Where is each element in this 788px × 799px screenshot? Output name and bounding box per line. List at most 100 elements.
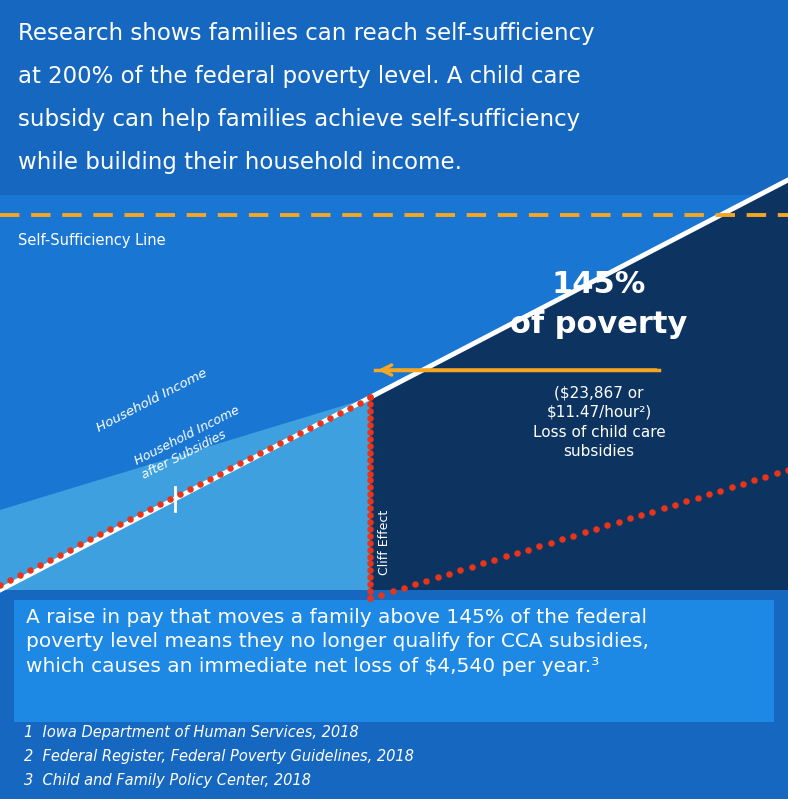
Point	[657, 502, 670, 515]
Point	[74, 538, 87, 551]
Point	[364, 488, 377, 501]
Point	[364, 557, 377, 570]
Point	[254, 447, 266, 459]
Point	[725, 481, 738, 494]
Point	[466, 560, 478, 573]
Point	[364, 391, 377, 403]
Point	[567, 530, 580, 543]
Text: Household Income: Household Income	[94, 367, 209, 435]
Point	[364, 523, 377, 535]
Point	[680, 495, 693, 507]
Point	[364, 419, 377, 431]
Point	[443, 567, 455, 580]
Point	[511, 547, 523, 559]
Point	[364, 411, 377, 424]
Point	[364, 591, 377, 604]
Point	[364, 474, 377, 487]
Point	[203, 472, 216, 485]
Point	[589, 523, 602, 535]
Text: subsidy can help families achieve self-sufficiency: subsidy can help families achieve self-s…	[18, 108, 580, 131]
Point	[333, 407, 346, 419]
Point	[364, 530, 377, 543]
Point	[623, 512, 636, 525]
Point	[173, 487, 186, 500]
Point	[375, 588, 388, 601]
Polygon shape	[0, 397, 370, 590]
Point	[24, 563, 36, 576]
Point	[364, 536, 377, 549]
Point	[54, 548, 66, 561]
Text: Research shows families can reach self-sufficiency: Research shows families can reach self-s…	[18, 22, 595, 45]
Point	[364, 543, 377, 556]
Point	[113, 518, 126, 531]
Point	[386, 585, 399, 598]
Point	[420, 574, 433, 587]
Point	[34, 559, 46, 571]
Text: 1  Iowa Department of Human Services, 2018: 1 Iowa Department of Human Services, 201…	[24, 725, 359, 740]
Point	[294, 427, 307, 439]
Text: while building their household income.: while building their household income.	[18, 151, 462, 174]
Point	[364, 426, 377, 439]
Text: ($23,867 or
$11.47/hour²)
Loss of child care
subsidies: ($23,867 or $11.47/hour²) Loss of child …	[533, 385, 665, 459]
Point	[364, 460, 377, 473]
Point	[164, 492, 177, 505]
Point	[4, 574, 17, 586]
Point	[364, 398, 377, 411]
Point	[646, 505, 659, 518]
Point	[364, 570, 377, 583]
Point	[545, 536, 557, 549]
Text: A raise in pay that moves a family above 145% of the federal
poverty level means: A raise in pay that moves a family above…	[26, 608, 649, 675]
Point	[364, 578, 377, 590]
Text: Self-Sufficiency Line: Self-Sufficiency Line	[18, 233, 165, 248]
Point	[43, 553, 56, 566]
Point	[500, 550, 512, 562]
Point	[214, 467, 226, 480]
Point	[13, 568, 26, 581]
Point	[364, 515, 377, 528]
Point	[344, 401, 356, 414]
Point	[154, 498, 166, 511]
Point	[324, 411, 336, 424]
Point	[94, 528, 106, 541]
Point	[612, 515, 625, 528]
Point	[314, 416, 326, 429]
Point	[364, 391, 377, 403]
Text: at 200% of the federal poverty level. A child care: at 200% of the federal poverty level. A …	[18, 65, 581, 88]
Point	[364, 453, 377, 466]
Point	[224, 462, 236, 475]
Point	[104, 523, 117, 535]
Point	[409, 578, 422, 590]
Point	[364, 502, 377, 515]
Point	[0, 578, 6, 591]
Text: 2  Federal Register, Federal Poverty Guidelines, 2018: 2 Federal Register, Federal Poverty Guid…	[24, 749, 414, 764]
Point	[364, 405, 377, 418]
Point	[64, 543, 76, 556]
Point	[578, 526, 591, 539]
Point	[737, 478, 749, 491]
Point	[354, 396, 366, 409]
Point	[364, 495, 377, 507]
Point	[759, 471, 771, 483]
Point	[782, 463, 788, 476]
Point	[454, 564, 466, 577]
Text: 145%: 145%	[552, 270, 646, 299]
Point	[556, 533, 568, 546]
Point	[84, 533, 96, 546]
Point	[124, 513, 136, 526]
Bar	[0, 195, 788, 590]
Point	[243, 452, 256, 465]
Point	[635, 509, 648, 522]
Point	[194, 477, 206, 490]
Point	[364, 432, 377, 445]
Point	[364, 467, 377, 480]
Point	[184, 483, 196, 495]
Point	[264, 442, 277, 455]
Text: 3  Child and Family Policy Center, 2018: 3 Child and Family Policy Center, 2018	[24, 773, 311, 788]
Polygon shape	[370, 180, 788, 590]
Point	[703, 488, 716, 501]
Point	[364, 551, 377, 563]
Point	[364, 509, 377, 522]
Point	[143, 503, 156, 515]
Text: Cliff Effect: Cliff Effect	[378, 510, 391, 575]
Point	[669, 499, 682, 511]
